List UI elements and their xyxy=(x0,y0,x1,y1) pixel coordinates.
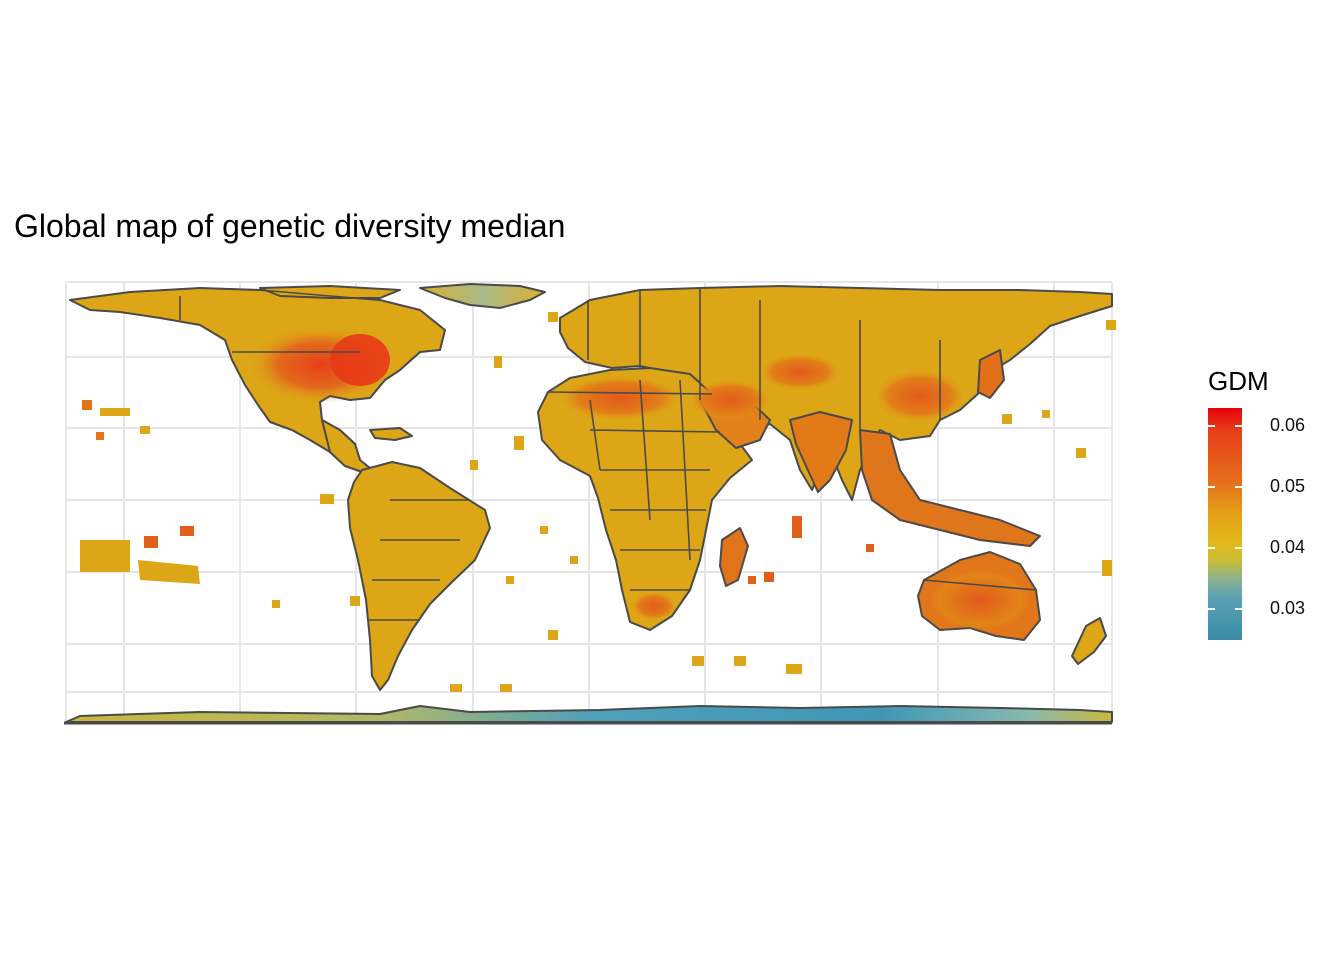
polynesia-islands xyxy=(138,560,200,584)
hotspot-south-africa xyxy=(632,592,676,620)
map-title: Global map of genetic diversity median xyxy=(14,208,566,244)
japan xyxy=(977,349,1005,399)
africa xyxy=(537,367,753,631)
legend-body: 0.06 0.05 0.04 0.03 xyxy=(1208,408,1344,640)
legend-tick-label: 0.04 xyxy=(1270,537,1306,558)
legend-tick-mark xyxy=(1208,608,1215,611)
legend-tick-mark xyxy=(1235,608,1242,611)
legend-tick-label: 0.06 xyxy=(1270,415,1306,436)
high-diversity-hotspots xyxy=(250,327,1030,630)
new-zealand xyxy=(1071,617,1107,665)
legend-tick-mark xyxy=(1208,486,1215,489)
legend-tick-mark xyxy=(1235,547,1242,550)
legend-tick-label: 0.03 xyxy=(1270,598,1306,619)
island-cells xyxy=(82,312,1116,692)
greenland xyxy=(419,283,546,309)
india xyxy=(789,411,853,493)
south-america xyxy=(347,461,491,691)
hotspot-central-asia xyxy=(760,354,840,390)
hotspot-australia xyxy=(930,570,1030,630)
hotspot-sahara xyxy=(560,376,680,420)
legend: GDM 0.06 0.05 0.04 0.03 xyxy=(1206,366,1305,640)
madagascar xyxy=(719,527,749,587)
legend-colorbar xyxy=(1208,408,1242,640)
legend-tick-mark xyxy=(1235,425,1242,428)
legend-title: GDM xyxy=(1208,366,1269,396)
legend-tick-mark xyxy=(1235,486,1242,489)
legend-tick-label: 0.05 xyxy=(1270,476,1306,497)
hotspot-china xyxy=(875,370,965,422)
hotspot-middle-east xyxy=(690,380,770,420)
legend-tick-mark xyxy=(1208,547,1215,550)
country-outlines xyxy=(69,287,1037,621)
antarctica xyxy=(65,705,1113,723)
arctic-islands xyxy=(259,285,401,299)
southeast-asia xyxy=(859,429,1041,547)
legend-tick-mark xyxy=(1208,425,1215,428)
hotspot-us-east xyxy=(330,334,390,386)
caribbean xyxy=(369,427,413,441)
pacific-islands xyxy=(80,540,130,572)
